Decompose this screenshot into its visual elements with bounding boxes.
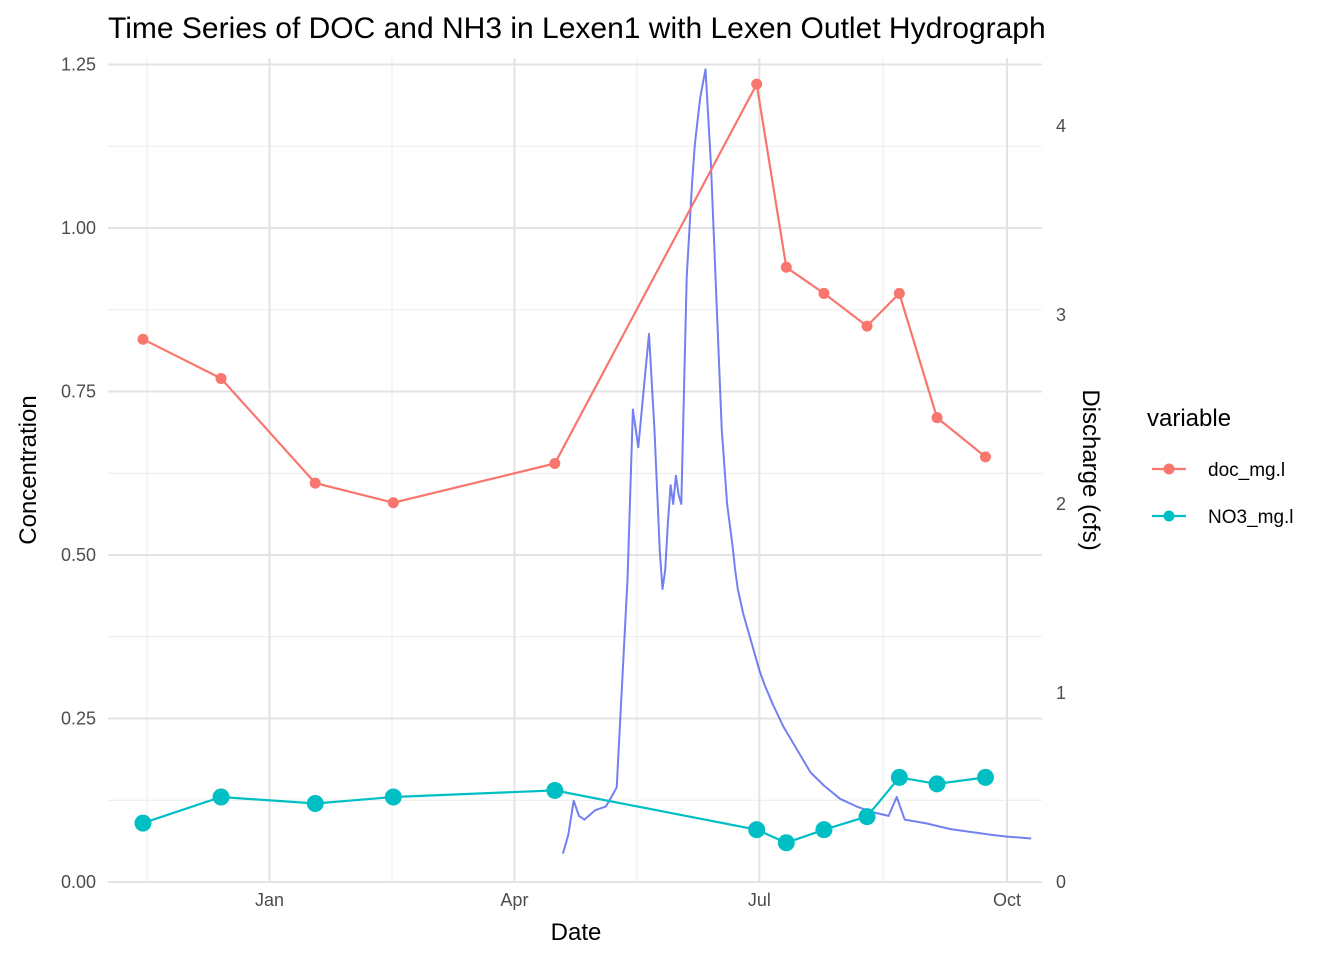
y-tick-label: 1.25 [61, 55, 96, 75]
legend-entry: doc_mg.l [1152, 460, 1285, 481]
series-line [142, 80, 987, 504]
y2-tick-label: 3 [1056, 305, 1066, 325]
grid [108, 58, 1042, 883]
x-tick-label: Apr [500, 890, 528, 910]
data-point [815, 821, 833, 839]
data-point [976, 768, 994, 786]
y2-tick-label: 0 [1056, 872, 1066, 892]
legend-marker [1163, 463, 1175, 475]
series-no3-mg-l [134, 768, 994, 852]
legend: variable doc_mg.l NO3_mg.l [1147, 405, 1294, 528]
y-tick-label: 0.00 [61, 872, 96, 892]
discharge-line [561, 68, 1032, 854]
y-tick-label: 0.75 [61, 382, 96, 402]
data-point [928, 775, 946, 793]
data-point [751, 78, 763, 90]
axes: 0.00 0.25 0.50 0.75 1.00 1.25 Jan Apr Jul Oct 0 1 2 3… [61, 55, 1066, 910]
legend-entry: NO3_mg.l [1152, 507, 1294, 528]
data-point [309, 477, 321, 489]
y-axis-title: Concentration [15, 395, 42, 544]
y-tick-label: 0.50 [61, 545, 96, 565]
data-point [306, 795, 324, 813]
data-point [137, 333, 149, 345]
data-point [748, 821, 766, 839]
data-point [780, 261, 792, 273]
data-point [212, 788, 230, 806]
legend-marker [1163, 510, 1175, 522]
y-tick-label: 1.00 [61, 218, 96, 238]
x-tick-label: Jan [255, 890, 284, 910]
data-point [861, 320, 873, 332]
y2-tick-label: 4 [1056, 116, 1066, 136]
x-axis-title: Date [551, 919, 602, 946]
y-tick-label: 0.25 [61, 709, 96, 729]
x-tick-label: Jul [748, 890, 771, 910]
legend-label: NO3_mg.l [1208, 507, 1294, 528]
series-layer [134, 68, 1032, 854]
y2-tick-label: 2 [1056, 494, 1066, 514]
data-point [931, 412, 943, 424]
x-tick-label: Oct [993, 890, 1021, 910]
chart-title: Time Series of DOC and NH3 in Lexen1 wit… [108, 12, 1046, 45]
data-point [546, 781, 564, 799]
series-doc-mg-l [137, 78, 991, 509]
y2-axis-title: Discharge (cfs) [1077, 389, 1104, 550]
legend-label: doc_mg.l [1208, 460, 1285, 481]
data-point [384, 788, 402, 806]
y2-tick-label: 1 [1056, 683, 1066, 703]
data-point [387, 497, 399, 509]
data-point [858, 808, 876, 826]
data-point [134, 814, 152, 832]
data-point [215, 372, 227, 384]
data-point [549, 457, 561, 469]
data-point [890, 768, 908, 786]
data-point [777, 834, 795, 852]
data-point [979, 451, 991, 463]
legend-title: variable [1147, 405, 1231, 432]
data-point [818, 287, 830, 299]
data-point [893, 287, 905, 299]
